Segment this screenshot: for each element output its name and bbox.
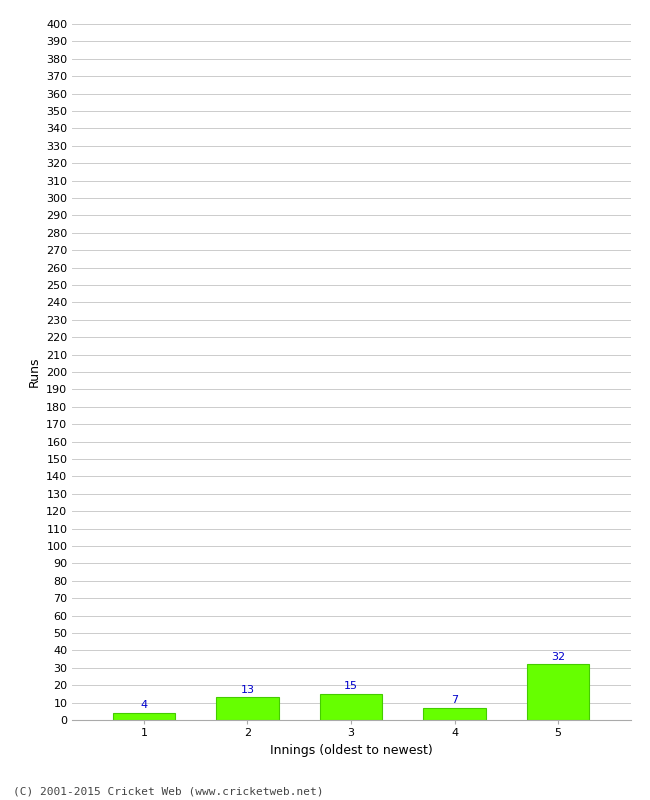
Bar (113, 713, 175, 720)
X-axis label: Innings (oldest to newest): Innings (oldest to newest) (270, 744, 432, 757)
Text: 7: 7 (451, 695, 458, 706)
Bar (216, 698, 279, 720)
Bar (527, 664, 589, 720)
Text: 15: 15 (344, 682, 358, 691)
Bar (423, 708, 486, 720)
Text: 4: 4 (140, 701, 148, 710)
Text: (C) 2001-2015 Cricket Web (www.cricketweb.net): (C) 2001-2015 Cricket Web (www.cricketwe… (13, 786, 324, 796)
Text: 32: 32 (551, 652, 565, 662)
Bar (320, 694, 382, 720)
Text: 13: 13 (240, 685, 255, 694)
Y-axis label: Runs: Runs (27, 357, 40, 387)
